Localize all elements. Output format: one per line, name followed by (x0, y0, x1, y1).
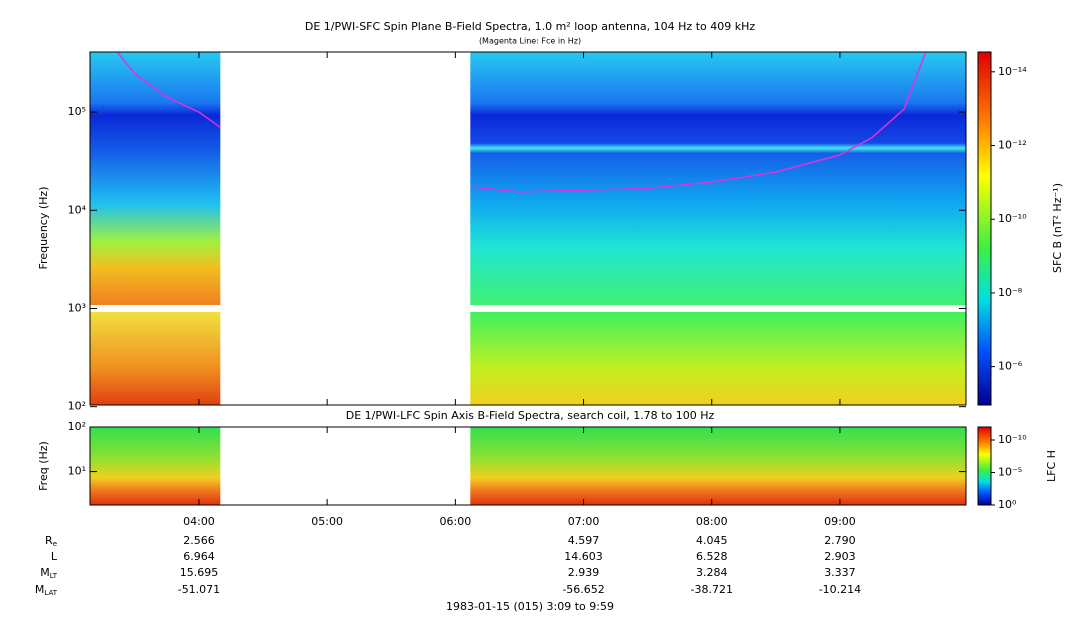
row-label: MLAT (35, 583, 58, 597)
colorbar-label: LFC H (1045, 450, 1058, 482)
spectrogram (90, 312, 221, 405)
colorbar-tick-label: 10⁻¹⁴ (998, 65, 1027, 78)
spectrogram (90, 52, 221, 305)
y-tick-label: 10¹ (68, 465, 86, 478)
plot-frame (89, 426, 967, 506)
fce-line (117, 52, 221, 128)
ephemeris-value: 6.964 (183, 550, 215, 563)
chart-subtitle: (Magenta Line: Fce in Hz) (479, 37, 581, 46)
colorbar (977, 51, 992, 406)
y-axis-label: Frequency (Hz) (37, 187, 50, 270)
fce-line (472, 52, 927, 193)
colorbar-tick-label: 10⁻⁶ (998, 360, 1023, 373)
y-axis-label: Freq (Hz) (37, 441, 50, 491)
y-tick-label: 10⁴ (68, 203, 87, 216)
spectrogram (90, 427, 221, 505)
y-tick-label: 10⁵ (68, 105, 86, 118)
ephemeris-value: 15.695 (180, 566, 219, 579)
x-tick-label: 08:00 (696, 515, 728, 528)
spectrogram (470, 52, 966, 305)
y-tick-label: 10² (68, 400, 86, 413)
ephemeris-value: -38.721 (691, 583, 733, 596)
ephemeris-value: 2.903 (824, 550, 856, 563)
spectrogram (470, 312, 966, 405)
colorbar (977, 426, 992, 506)
ephemeris-value: -51.071 (178, 583, 220, 596)
ephemeris-value: 6.528 (696, 550, 728, 563)
ephemeris-value: 14.603 (564, 550, 603, 563)
row-label: L (51, 550, 58, 563)
row-label: Re (45, 534, 57, 548)
colorbar-tick-label: 10⁰ (998, 498, 1017, 511)
colorbar-tick-label: 10⁻¹² (998, 139, 1027, 152)
y-tick-label: 10² (68, 420, 86, 433)
plot-frame (89, 51, 967, 406)
ephemeris-value: 2.566 (183, 534, 215, 547)
row-label: MLT (40, 566, 57, 580)
ephemeris-value: 4.597 (568, 534, 600, 547)
ephemeris-value: -56.652 (562, 583, 604, 596)
ephemeris-value: 3.337 (824, 566, 856, 579)
colorbar-tick-label: 10⁻⁸ (998, 286, 1023, 299)
ephemeris-value: 2.939 (568, 566, 600, 579)
footer: 1983-01-15 (015) 3:09 to 9:59 (446, 600, 614, 613)
x-tick-label: 06:00 (440, 515, 472, 528)
x-tick-label: 05:00 (311, 515, 343, 528)
ephemeris-value: 3.284 (696, 566, 728, 579)
colorbar-label: SFC B (nT² Hz⁻¹) (1051, 183, 1064, 273)
x-tick-label: 07:00 (568, 515, 600, 528)
chart-title: DE 1/PWI-SFC Spin Plane B-Field Spectra,… (305, 20, 756, 33)
x-tick-label: 04:00 (183, 515, 215, 528)
colorbar-tick-label: 10⁻¹⁰ (998, 433, 1027, 446)
y-tick-label: 10³ (68, 301, 86, 314)
colorbar-tick-label: 10⁻⁵ (998, 466, 1022, 479)
ephemeris-value: 2.790 (824, 534, 856, 547)
ephemeris-value: 4.045 (696, 534, 728, 547)
spectrogram (470, 427, 966, 505)
x-tick-label: 09:00 (824, 515, 856, 528)
panel-title: DE 1/PWI-LFC Spin Axis B-Field Spectra, … (346, 409, 715, 422)
colorbar-tick-label: 10⁻¹⁰ (998, 212, 1027, 225)
ephemeris-value: -10.214 (819, 583, 861, 596)
